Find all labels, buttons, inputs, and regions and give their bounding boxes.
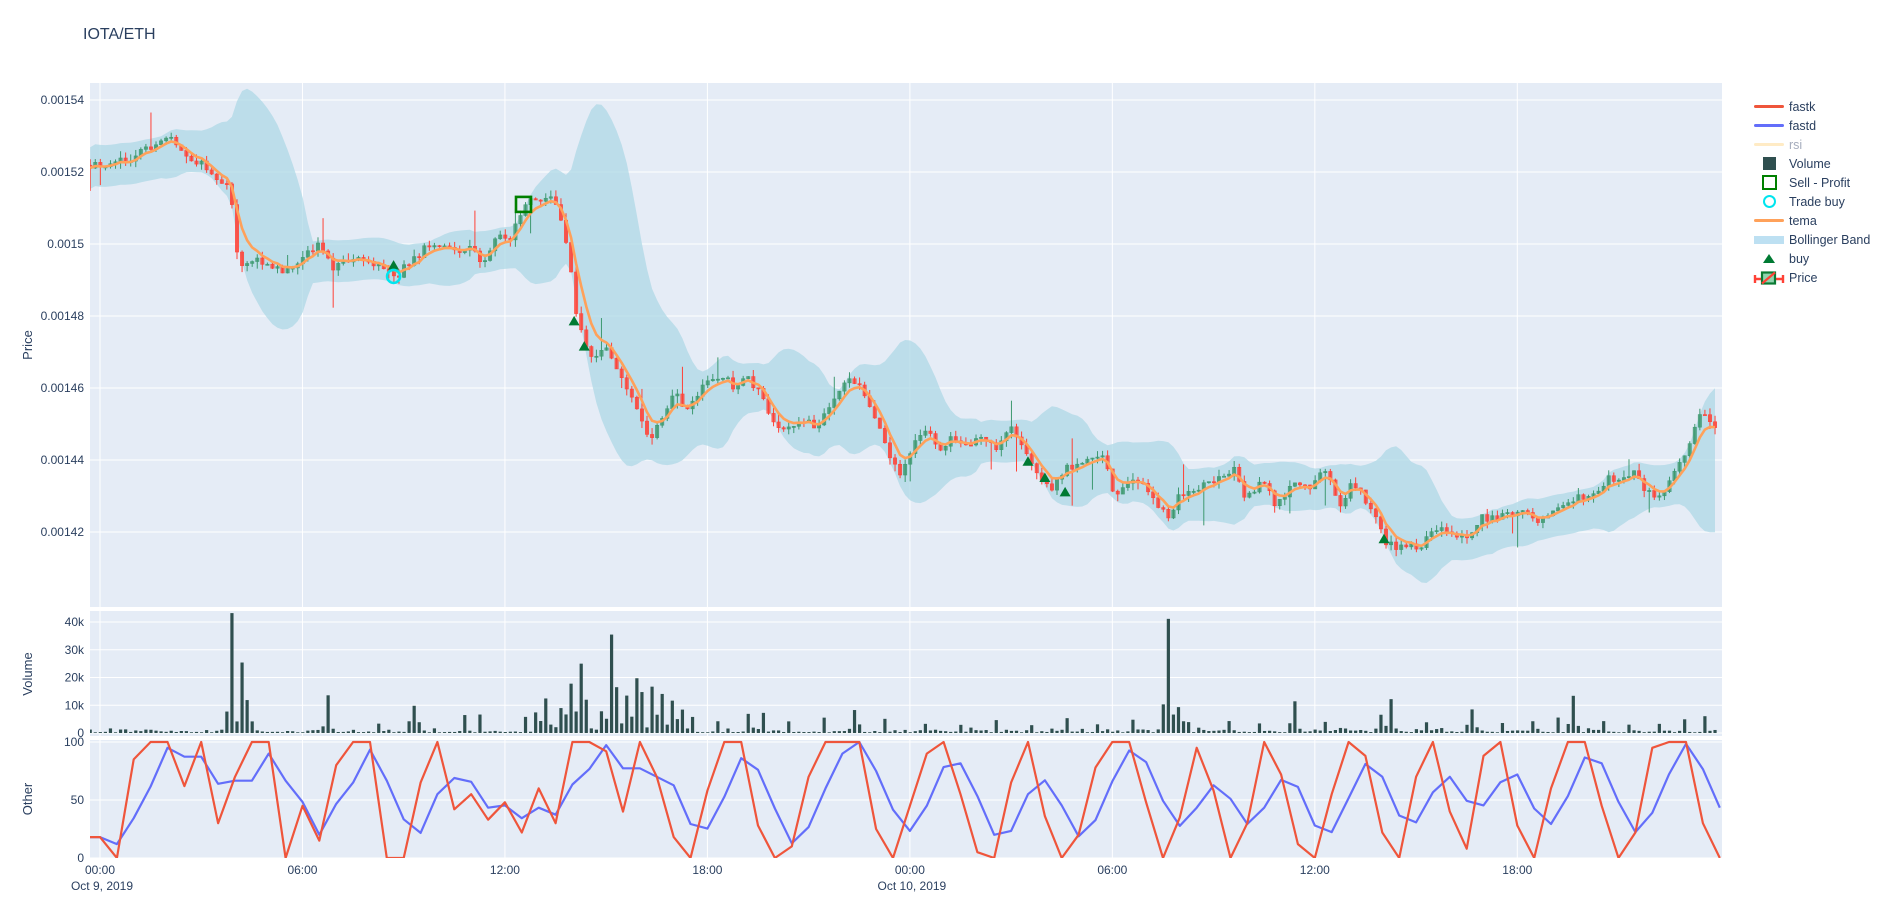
price-tick-label: 0.00146 xyxy=(41,381,85,395)
fastd-line xyxy=(90,740,1721,846)
x-date-label: Oct 10, 2019 xyxy=(878,879,947,893)
x-tick-label: 18:00 xyxy=(1502,863,1532,877)
legend-item-trade-buy[interactable]: Trade buy xyxy=(1753,192,1886,211)
x-tick-label: 00:00 xyxy=(85,863,115,877)
gridlines xyxy=(90,83,1722,859)
legend-label-fastk: fastk xyxy=(1789,99,1816,114)
fastk-legend-icon xyxy=(1753,105,1785,108)
price-axis-title: Price xyxy=(20,330,35,360)
other-tick-label: 50 xyxy=(71,793,85,807)
volume-axis-title: Volume xyxy=(20,652,35,695)
buy-marker-icon xyxy=(568,315,580,326)
trade-buy-marker-icon xyxy=(385,268,402,285)
legend-item-tema[interactable]: tema xyxy=(1753,211,1886,230)
volume-tick-label: 10k xyxy=(65,698,85,712)
tema-legend-icon xyxy=(1753,219,1785,222)
buy-marker-icon xyxy=(1378,533,1390,544)
fastk-line xyxy=(90,740,1721,858)
bollinger-band-legend-icon xyxy=(1753,235,1785,244)
legend-label-buy: buy xyxy=(1789,251,1810,266)
legend-item-price[interactable]: Price xyxy=(1753,268,1886,287)
legend-label-bollinger-band: Bollinger Band xyxy=(1789,232,1871,247)
legend-label-fastd: fastd xyxy=(1789,118,1817,133)
legend-label-trade-buy: Trade buy xyxy=(1789,194,1845,209)
sell-profit-marker-icon xyxy=(514,195,533,214)
buy-marker-icon xyxy=(578,341,590,351)
other-axis-title: Other xyxy=(20,782,35,815)
legend-item-sell-profit[interactable]: Sell - Profit xyxy=(1753,173,1886,192)
legend-label-tema: tema xyxy=(1789,213,1817,228)
legend-item-rsi[interactable]: rsi xyxy=(1753,135,1886,154)
candlesticks xyxy=(90,112,1717,557)
x-date-label: Oct 9, 2019 xyxy=(71,879,133,893)
tema-line xyxy=(90,140,1716,548)
page-title: IOTA/ETH xyxy=(83,26,156,43)
buy-marker-icon xyxy=(388,260,400,270)
volume-legend-icon xyxy=(1753,157,1785,170)
buy-marker-icon xyxy=(1022,456,1034,466)
other-tick-label: 0 xyxy=(77,851,84,865)
bollinger-band xyxy=(90,88,1716,584)
legend-item-fastd[interactable]: fastd xyxy=(1753,116,1886,135)
x-tick-label: 12:00 xyxy=(490,863,520,877)
x-tick-label: 06:00 xyxy=(287,863,317,877)
legend-label-rsi: rsi xyxy=(1789,137,1803,152)
volume-tick-label: 30k xyxy=(65,643,85,657)
volume-tick-label: 20k xyxy=(65,671,85,685)
legend-item-fastk[interactable]: fastk xyxy=(1753,97,1886,116)
price-tick-label: 0.00154 xyxy=(41,93,85,107)
price-tick-label: 0.00152 xyxy=(41,165,85,179)
legend-label-sell-profit: Sell - Profit xyxy=(1789,175,1851,190)
x-tick-label: 06:00 xyxy=(1097,863,1127,877)
x-tick-label: 00:00 xyxy=(895,863,925,877)
volume-bars xyxy=(90,613,1717,733)
rsi-legend-icon xyxy=(1753,143,1785,146)
legend-item-bollinger-band[interactable]: Bollinger Band xyxy=(1753,230,1886,249)
buy-legend-icon xyxy=(1753,254,1785,263)
buy-marker-icon xyxy=(1059,486,1071,497)
legend-label-volume: Volume xyxy=(1789,156,1831,171)
x-tick-label: 18:00 xyxy=(692,863,722,877)
other-tick-label: 100 xyxy=(64,735,84,749)
trade-markers xyxy=(385,195,1390,544)
x-tick-label: 12:00 xyxy=(1300,863,1330,877)
volume-tick-label: 40k xyxy=(65,615,85,629)
sell-profit-legend-icon xyxy=(1753,175,1785,190)
price-tick-label: 0.00142 xyxy=(41,525,85,539)
legend: fastk fastd rsi Volume Sell - Profit Trade bu… xyxy=(1753,97,1886,287)
axis-tick-labels: 0.00154 0.00152 0.0015 0.00148 0.00146 0.0014… xyxy=(41,93,1533,893)
volume-tick-label: 0 xyxy=(77,726,84,740)
trade-buy-legend-icon xyxy=(1753,195,1785,208)
oscillator-lines xyxy=(90,740,1721,858)
axis-titles: Price Volume Other xyxy=(20,330,35,815)
legend-item-volume[interactable]: Volume xyxy=(1753,154,1886,173)
fastd-legend-icon xyxy=(1753,124,1785,127)
legend-label-price: Price xyxy=(1789,270,1818,285)
price-tick-label: 0.0015 xyxy=(47,237,84,251)
legend-item-buy[interactable]: buy xyxy=(1753,249,1886,268)
price-legend-icon xyxy=(1753,270,1785,286)
price-tick-label: 0.00148 xyxy=(41,309,85,323)
panel-backgrounds xyxy=(90,83,1722,858)
price-tick-label: 0.00144 xyxy=(41,453,85,467)
buy-marker-icon xyxy=(1039,472,1051,482)
